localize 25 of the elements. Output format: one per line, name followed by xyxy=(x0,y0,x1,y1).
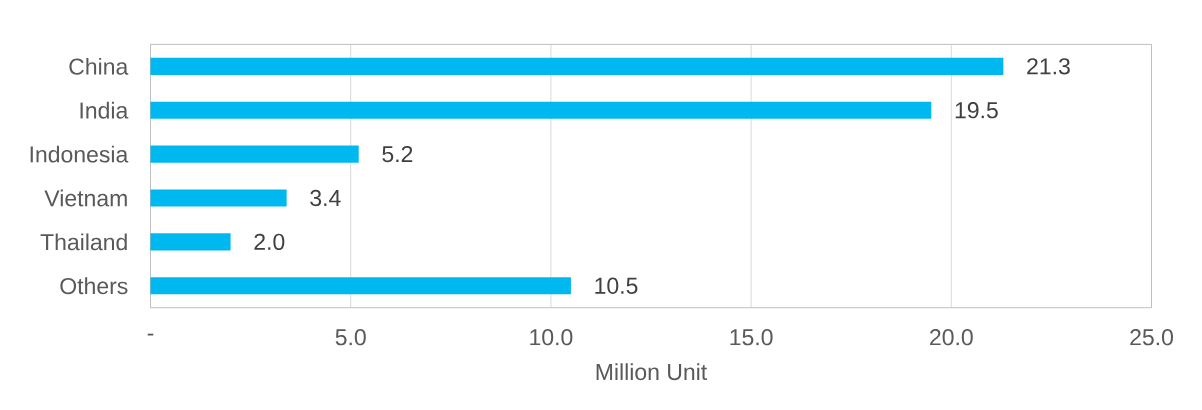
data-label: 21.3 xyxy=(1027,58,1070,75)
x-axis-title: Million Unit xyxy=(596,363,708,381)
y-tick-label: India xyxy=(80,101,129,119)
x-tick-label: 15.0 xyxy=(730,329,773,346)
data-label: 19.5 xyxy=(955,102,998,119)
bar xyxy=(150,101,932,119)
y-tick-label: China xyxy=(69,57,129,75)
y-tick-label: Others xyxy=(60,277,128,295)
bar xyxy=(150,277,571,295)
x-tick-label: 20.0 xyxy=(930,329,973,346)
bar xyxy=(150,233,231,251)
x-tick-label: - xyxy=(147,333,154,336)
x-tick-label: 10.0 xyxy=(530,329,573,346)
bar xyxy=(150,145,359,163)
data-label: 5.2 xyxy=(382,145,413,163)
data-label: 3.4 xyxy=(310,189,341,207)
y-tick-label: Indonesia xyxy=(30,145,129,163)
bar xyxy=(150,57,1004,75)
data-label: 2.0 xyxy=(254,233,285,251)
data-label: 10.5 xyxy=(595,277,638,294)
x-tick-label: 5.0 xyxy=(335,329,366,346)
bar xyxy=(150,189,287,207)
x-tick-label: 25.0 xyxy=(1130,329,1173,346)
y-tick-label: Thailand xyxy=(40,233,127,251)
y-tick-label: Vietnam xyxy=(44,189,127,207)
